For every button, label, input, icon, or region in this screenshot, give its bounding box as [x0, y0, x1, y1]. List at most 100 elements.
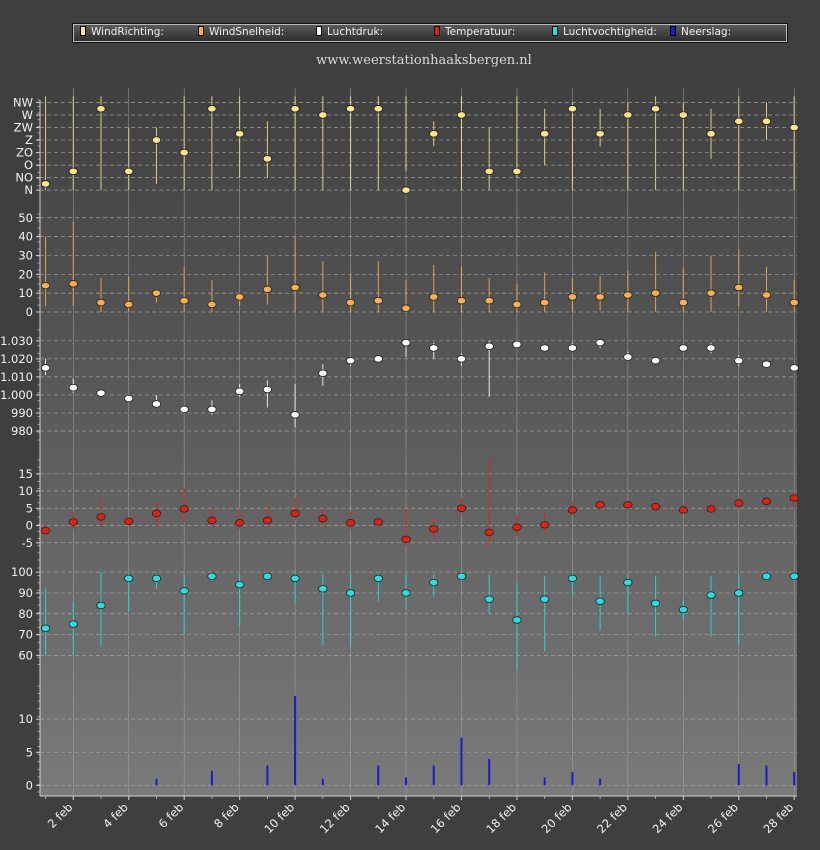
- wind-speed-tick-label: 20: [18, 267, 33, 281]
- wind-direction-point: [429, 130, 439, 138]
- humidity-point: [40, 624, 51, 633]
- wind-speed-point: [401, 304, 411, 312]
- temperature-point: [401, 535, 411, 544]
- wind-direction-point: [235, 130, 245, 138]
- pressure-point: [401, 338, 411, 347]
- humidity-point: [151, 574, 162, 583]
- legend-swatch-icon: [670, 26, 676, 36]
- temperature-point: [567, 506, 577, 514]
- pressure-point: [484, 342, 494, 350]
- wind-speed-point: [623, 291, 633, 299]
- humidity-point: [540, 595, 550, 603]
- wind-direction-point: [512, 167, 522, 176]
- x-tick-label: 18 feb: [483, 800, 519, 836]
- wind-direction-point: [678, 111, 688, 119]
- pressure-tick-label: 1.000: [0, 388, 33, 402]
- humidity-point: [318, 585, 328, 593]
- precipitation-bar: [405, 777, 408, 786]
- precipitation-tick-label: 5: [26, 745, 33, 759]
- pressure-point: [40, 364, 51, 372]
- wind-speed-point: [40, 281, 51, 290]
- precipitation-bar: [599, 778, 602, 786]
- legend-label: WindSnelheid:: [209, 26, 285, 38]
- wind-speed-point: [650, 289, 661, 297]
- wind-speed-point: [512, 300, 522, 309]
- pressure-tick-label: 1.010: [0, 370, 33, 384]
- precipitation-tick-label: 10: [18, 712, 33, 726]
- wind-direction-point: [96, 105, 106, 113]
- legend-item-wind-direction: WindRichting:: [80, 26, 164, 38]
- precipitation-tick-label: 0: [26, 778, 33, 792]
- humidity-tick-label: 90: [18, 586, 33, 600]
- x-tick-label: 16 feb: [428, 800, 464, 836]
- pressure-point: [235, 387, 245, 396]
- humidity-point: [68, 620, 78, 628]
- wind-speed-point: [68, 280, 78, 288]
- wind-direction-point: [318, 111, 328, 119]
- pressure-point: [789, 364, 799, 372]
- legend-item-temperature: Temperatuur:: [434, 26, 515, 38]
- legend-label: WindRichting:: [91, 26, 164, 38]
- legend: WindRichting: WindSnelheid: Luchtdruk: T…: [73, 24, 787, 42]
- wind-direction-point: [401, 186, 411, 194]
- temperature-tick-label: -5: [22, 536, 33, 550]
- x-tick-label: 14 feb: [372, 800, 408, 836]
- wind-direction-point: [789, 123, 799, 132]
- humidity-point: [235, 580, 245, 589]
- temperature-point: [124, 517, 134, 526]
- humidity-tick-label: 70: [18, 628, 33, 642]
- temperature-tick-label: 15: [18, 467, 33, 481]
- temperature-point: [484, 528, 494, 537]
- temperature-point: [650, 502, 661, 511]
- humidity-point: [96, 601, 106, 610]
- wind-speed-point: [678, 298, 688, 307]
- temperature-point: [207, 516, 217, 525]
- x-tick-label: 8 feb: [211, 800, 242, 831]
- pressure-point: [567, 344, 577, 352]
- x-tick-label: 12 feb: [317, 800, 353, 836]
- precipitation-bar: [155, 778, 158, 786]
- humidity-point: [761, 572, 772, 581]
- precipitation-bar: [266, 765, 269, 786]
- pressure-point: [678, 344, 688, 352]
- wind-speed-tick-label: 0: [26, 305, 33, 319]
- humidity-point: [595, 597, 605, 605]
- wind-speed-point: [96, 298, 106, 307]
- humidity-tick-label: 80: [18, 607, 33, 621]
- wind-speed-point: [761, 291, 772, 299]
- pressure-point: [650, 356, 661, 365]
- wind-direction-point: [595, 130, 605, 138]
- legend-label: Temperatuur:: [445, 26, 516, 38]
- pressure-point: [151, 400, 162, 408]
- wind-direction-tick-label: ZW: [14, 121, 33, 135]
- temperature-point: [235, 519, 245, 527]
- wind-direction-point: [124, 167, 134, 176]
- wind-direction-point: [151, 136, 162, 144]
- temperature-point: [678, 506, 688, 514]
- precipitation-bar: [210, 770, 213, 786]
- pressure-point: [623, 353, 633, 361]
- legend-item-pressure: Luchtdruk:: [316, 26, 383, 38]
- x-tick-label: 22 feb: [594, 800, 630, 836]
- wind-speed-point: [345, 298, 356, 307]
- legend-label: Luchtdruk:: [327, 26, 384, 38]
- wind-speed-point: [262, 285, 272, 294]
- site-url: www.weerstationhaaksbergen.nl: [316, 53, 532, 68]
- pressure-point: [512, 340, 522, 349]
- precipitation-bar: [321, 778, 324, 786]
- legend-item-humidity: Luchtvochtigheid:: [552, 26, 657, 38]
- temperature-tick-label: 10: [18, 484, 33, 498]
- wind-direction-point: [373, 105, 383, 113]
- wind-speed-point: [706, 289, 716, 297]
- precipitation-bar: [793, 772, 796, 786]
- pressure-tick-label: 1.030: [0, 334, 33, 348]
- legend-item-precipitation: Neerslag:: [670, 26, 731, 38]
- wind-speed-point: [124, 300, 134, 309]
- wind-speed-point: [734, 283, 744, 292]
- legend-swatch-icon: [434, 26, 440, 36]
- pressure-point: [345, 356, 356, 365]
- temperature-tick-label: 0: [26, 519, 33, 533]
- grid-layer: [40, 88, 797, 796]
- pressure-tick-label: 980: [11, 424, 33, 438]
- wind-direction-tick-label: ZO: [16, 146, 33, 160]
